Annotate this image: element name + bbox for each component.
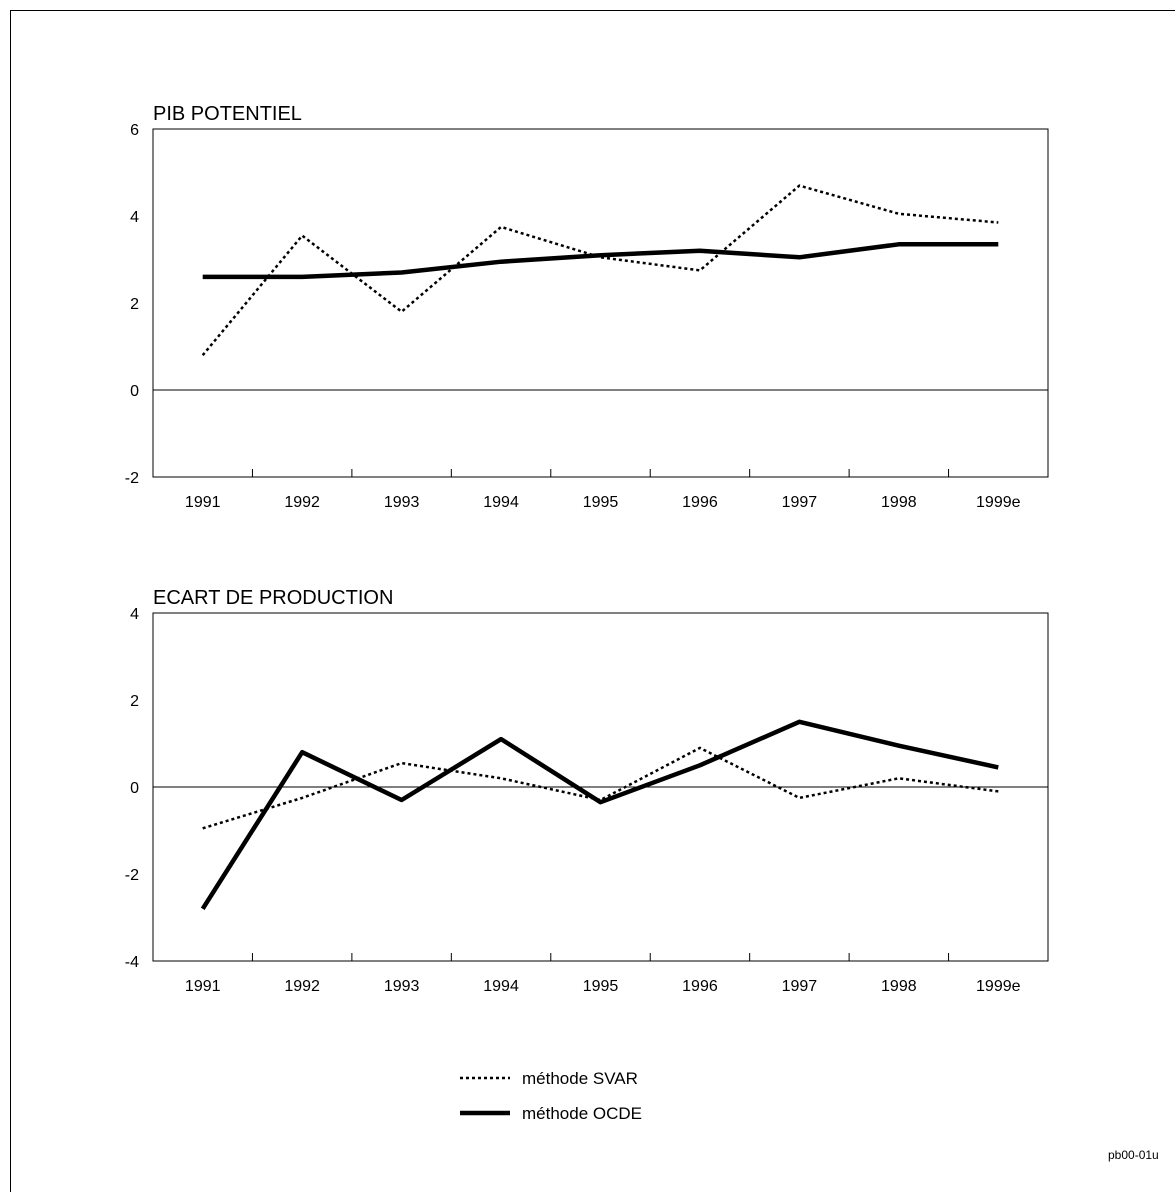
y-tick-label: -2 [125, 867, 139, 884]
y-tick-label: 6 [130, 122, 139, 139]
y-tick-label: 4 [130, 209, 139, 226]
x-tick-label: 1992 [284, 494, 320, 511]
y-tick-label: 2 [130, 296, 139, 313]
page-frame [10, 10, 1175, 1192]
series-line-ocde [200, 719, 999, 911]
y-tick-label: 0 [130, 780, 139, 797]
figure-code: pb00-01u [1108, 1148, 1159, 1162]
y-tick-label: 0 [130, 383, 139, 400]
x-tick-label: 1999e [976, 494, 1021, 511]
x-tick-label: 1991 [185, 978, 221, 995]
x-tick-label: 1991 [185, 494, 221, 511]
chart-title: ECART DE PRODUCTION [153, 587, 393, 609]
x-tick-label: 1997 [782, 978, 818, 995]
x-tick-label: 1994 [483, 494, 519, 511]
x-tick-label: 1998 [881, 494, 917, 511]
x-tick-label: 1994 [483, 978, 519, 995]
plot-area-frame [152, 128, 1049, 478]
x-tick-label: 1998 [881, 978, 917, 995]
y-tick-label: -4 [125, 954, 139, 971]
x-tick-label: 1992 [284, 978, 320, 995]
x-tick-label: 1993 [384, 978, 420, 995]
legend-label-ocde: méthode OCDE [522, 1104, 642, 1123]
x-tick-label: 1995 [583, 494, 619, 511]
x-tick-label: 1995 [583, 978, 619, 995]
chart-title: PIB POTENTIEL [153, 103, 302, 125]
x-tick-label: 1997 [782, 494, 818, 511]
chart-panel-ecart-de-production: ECART DE PRODUCTION -4 -2 0 2 4 1991 1992 1993 19… [125, 587, 1049, 995]
x-tick-label: 1993 [384, 494, 420, 511]
x-tick-label: 1996 [682, 978, 718, 995]
series-line-ocde [202, 242, 999, 280]
series-line-svar [201, 184, 999, 356]
y-tick-label: -2 [125, 470, 139, 487]
chart-panel-pib-potentiel: PIB POTENTIEL -2 0 2 4 6 1991 1992 1993 1994 1995 1… [125, 103, 1049, 511]
chart-legend: méthode SVAR méthode OCDE [460, 1069, 642, 1123]
x-tick-label: 1996 [682, 494, 718, 511]
y-tick-label: 4 [130, 606, 139, 623]
x-tick-label: 1999e [976, 978, 1021, 995]
y-tick-label: 2 [130, 693, 139, 710]
legend-label-svar: méthode SVAR [522, 1069, 638, 1088]
series-line-svar [202, 746, 999, 830]
